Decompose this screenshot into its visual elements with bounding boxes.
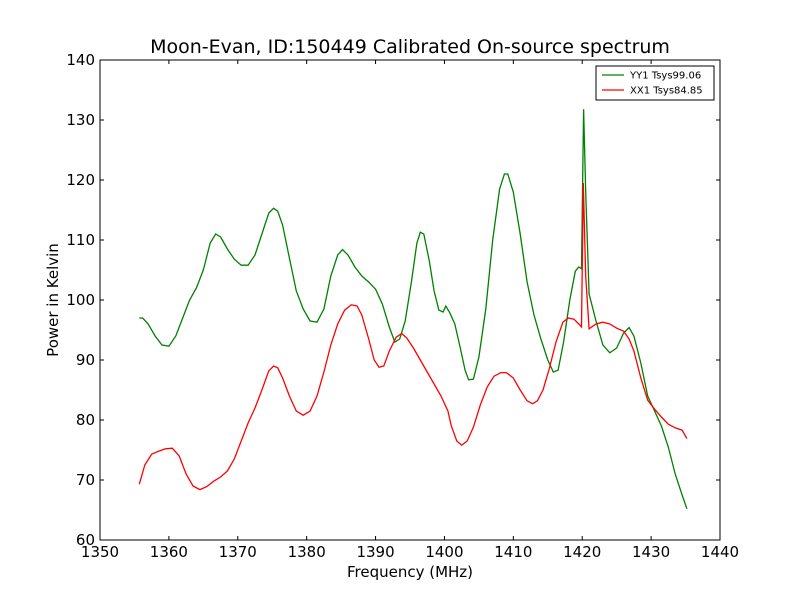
y-tick-label: 130 bbox=[66, 111, 95, 129]
y-tick-label: 60 bbox=[76, 531, 95, 549]
y-tick-label: 80 bbox=[76, 411, 95, 429]
y-tick-label: 70 bbox=[76, 471, 95, 489]
x-tick-label: 1350 bbox=[81, 543, 119, 561]
x-tick-label: 1430 bbox=[632, 543, 670, 561]
x-tick-label: 1420 bbox=[563, 543, 601, 561]
legend-label-yy1: YY1 Tsys99.06 bbox=[629, 71, 701, 82]
chart-title: Moon-Evan, ID:150449 Calibrated On-sourc… bbox=[150, 36, 670, 58]
x-tick-label: 1440 bbox=[701, 543, 739, 561]
x-tick-label: 1410 bbox=[494, 543, 532, 561]
series-line-xx1 bbox=[138, 182, 688, 491]
x-tick-label: 1380 bbox=[288, 543, 326, 561]
y-tick-label: 100 bbox=[66, 291, 95, 309]
y-tick-label: 110 bbox=[66, 231, 95, 249]
x-axis: 1350 1360 1370 1380 1390 1400 1410 1420 1430 1440 bbox=[81, 60, 739, 561]
legend-box bbox=[595, 65, 715, 101]
y-tick-label: 90 bbox=[76, 351, 95, 369]
legend-label-xx1: XX1 Tsys84.85 bbox=[630, 86, 703, 97]
series-line-yy1 bbox=[139, 109, 688, 510]
y-axis: 60 70 80 90 100 110 120 130 140 bbox=[66, 51, 720, 549]
x-tick-label: 1360 bbox=[150, 543, 188, 561]
series-layer bbox=[138, 109, 688, 510]
x-tick-label: 1390 bbox=[356, 543, 394, 561]
x-tick-label: 1370 bbox=[219, 543, 257, 561]
x-tick-label: 1400 bbox=[425, 543, 463, 561]
y-tick-label: 140 bbox=[66, 51, 95, 69]
y-tick-label: 120 bbox=[66, 171, 95, 189]
y-axis-label: Power in Kelvin bbox=[44, 243, 62, 357]
legend: YY1 Tsys99.06 XX1 Tsys84.85 bbox=[595, 65, 715, 101]
x-axis-label: Frequency (MHz) bbox=[347, 563, 473, 581]
